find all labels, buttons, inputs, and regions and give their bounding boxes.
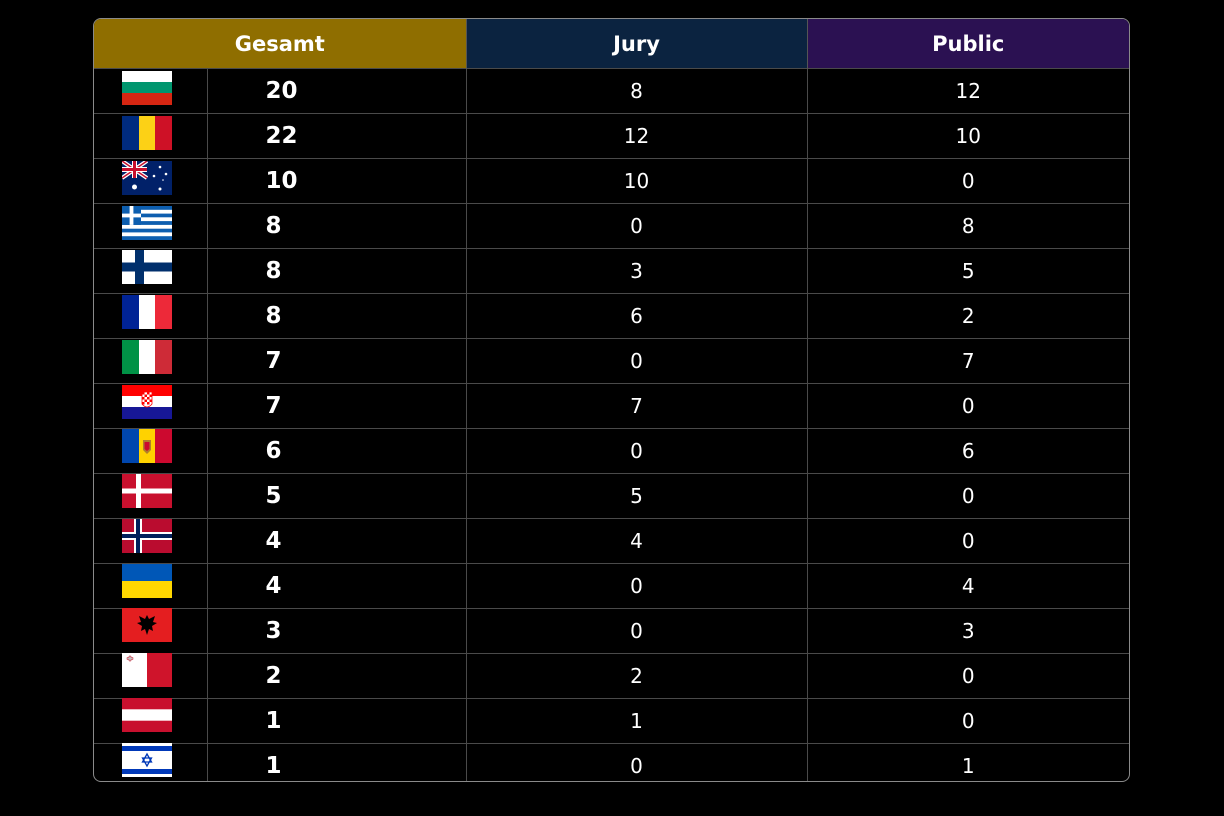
total-cell: 7 — [206, 383, 467, 429]
header-gesamt: Gesamt — [94, 19, 467, 69]
row: 10 10 0 — [94, 158, 1129, 204]
flag-cell — [94, 203, 207, 249]
row: 20 8 12 — [94, 68, 1129, 114]
public-cell: 2 — [806, 293, 1129, 339]
flag-cell — [94, 608, 207, 654]
public-cell: 0 — [806, 158, 1129, 204]
flag-cell — [94, 113, 207, 159]
flag-cell — [94, 68, 207, 114]
total-cell: 2 — [206, 653, 467, 699]
flag-cell — [94, 293, 207, 339]
public-cell: 0 — [806, 383, 1129, 429]
jury-cell: 7 — [465, 383, 808, 429]
header-public: Public — [806, 19, 1129, 69]
table: Gesamt Jury Public 20 8 12 22 12 10 10 10 0 8 0 8 8 3… — [94, 19, 1129, 781]
public-cell: 0 — [806, 473, 1129, 519]
total-cell: 4 — [206, 563, 467, 609]
score-table: Gesamt Jury Public 20 8 12 22 12 10 10 10 0 8 0 8 8 3… — [93, 18, 1130, 782]
total-cell: 8 — [206, 293, 467, 339]
flag-cell — [94, 158, 207, 204]
flag-cell — [94, 473, 207, 519]
flag-cell — [94, 653, 207, 699]
flag-cell — [94, 518, 207, 564]
jury-cell: 0 — [465, 608, 808, 654]
public-cell: 12 — [806, 68, 1129, 114]
flag-cell — [94, 428, 207, 474]
row: 22 12 10 — [94, 113, 1129, 159]
public-cell: 0 — [806, 698, 1129, 744]
flag-cell — [94, 338, 207, 384]
total-cell: 1 — [206, 698, 467, 744]
public-cell: 8 — [806, 203, 1129, 249]
jury-cell: 0 — [465, 743, 808, 781]
public-cell: 0 — [806, 653, 1129, 699]
public-cell: 7 — [806, 338, 1129, 384]
jury-cell: 0 — [465, 428, 808, 474]
jury-cell: 3 — [465, 248, 808, 294]
jury-cell: 2 — [465, 653, 808, 699]
total-cell: 8 — [206, 248, 467, 294]
jury-cell: 6 — [465, 293, 808, 339]
jury-cell: 4 — [465, 518, 808, 564]
public-cell: 10 — [806, 113, 1129, 159]
public-cell: 4 — [806, 563, 1129, 609]
jury-cell: 5 — [465, 473, 808, 519]
total-cell: 1 — [206, 743, 467, 781]
jury-cell: 0 — [465, 338, 808, 384]
flag-cell — [94, 248, 207, 294]
total-cell: 22 — [206, 113, 467, 159]
total-cell: 5 — [206, 473, 467, 519]
header-jury: Jury — [465, 19, 808, 69]
flag-cell — [94, 563, 207, 609]
flag-cell — [94, 698, 207, 744]
jury-cell: 8 — [465, 68, 808, 114]
jury-cell: 0 — [465, 203, 808, 249]
jury-cell: 10 — [465, 158, 808, 204]
total-cell: 6 — [206, 428, 467, 474]
total-cell: 10 — [206, 158, 467, 204]
jury-cell: 1 — [465, 698, 808, 744]
flag-cell — [94, 743, 207, 781]
public-cell: 6 — [806, 428, 1129, 474]
public-cell: 0 — [806, 518, 1129, 564]
public-cell: 3 — [806, 608, 1129, 654]
total-cell: 8 — [206, 203, 467, 249]
total-cell: 3 — [206, 608, 467, 654]
total-cell: 20 — [206, 68, 467, 114]
total-cell: 7 — [206, 338, 467, 384]
jury-cell: 12 — [465, 113, 808, 159]
public-cell: 1 — [806, 743, 1129, 781]
flag-cell — [94, 383, 207, 429]
total-cell: 4 — [206, 518, 467, 564]
jury-cell: 0 — [465, 563, 808, 609]
public-cell: 5 — [806, 248, 1129, 294]
